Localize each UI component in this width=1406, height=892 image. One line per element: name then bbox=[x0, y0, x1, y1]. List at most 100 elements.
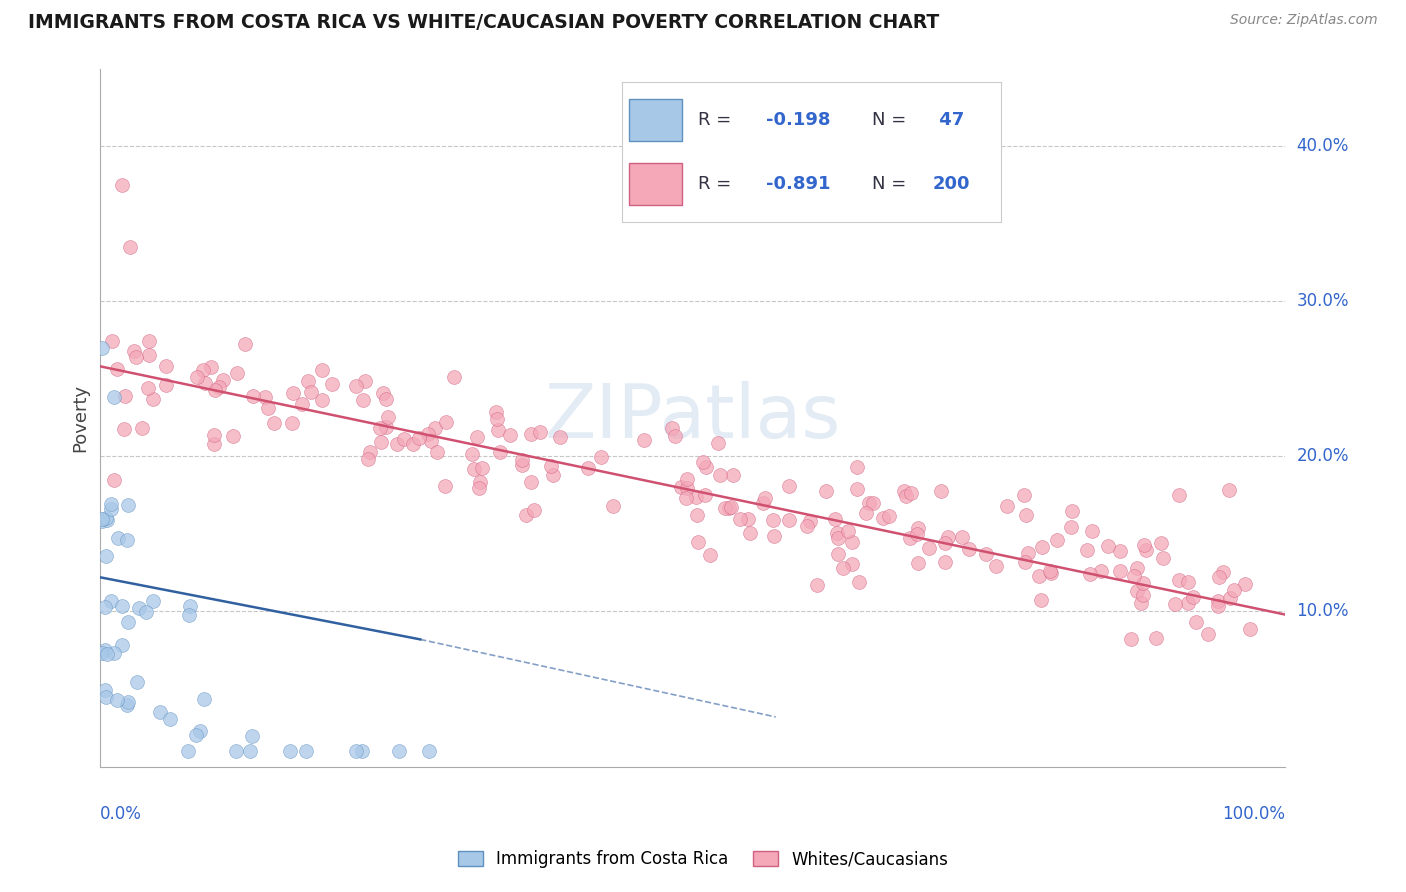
Point bbox=[602, 499, 624, 513]
Point bbox=[352, 744, 374, 758]
Point bbox=[707, 436, 730, 450]
Point bbox=[1152, 550, 1174, 565]
Point bbox=[984, 559, 1007, 574]
Point bbox=[1177, 596, 1199, 610]
Point bbox=[179, 599, 201, 613]
Point bbox=[1144, 631, 1167, 645]
Point bbox=[824, 511, 846, 525]
Point bbox=[721, 467, 744, 482]
Point bbox=[1014, 555, 1036, 569]
Point bbox=[142, 594, 165, 608]
Point bbox=[1167, 573, 1189, 587]
Point bbox=[709, 467, 731, 482]
Point bbox=[1123, 569, 1146, 583]
Point bbox=[693, 488, 716, 502]
Point bbox=[91, 341, 114, 355]
Point bbox=[426, 444, 449, 458]
Point bbox=[204, 427, 226, 442]
Point bbox=[468, 481, 491, 495]
Point bbox=[124, 343, 146, 358]
Point bbox=[193, 362, 215, 376]
Point bbox=[515, 508, 537, 522]
Point bbox=[796, 519, 818, 533]
Point bbox=[907, 556, 929, 570]
Text: ZIPatlas: ZIPatlas bbox=[544, 381, 841, 454]
Point bbox=[111, 638, 134, 652]
Point bbox=[995, 499, 1018, 513]
Point bbox=[1108, 564, 1130, 578]
Point bbox=[278, 744, 301, 758]
Point bbox=[242, 389, 264, 403]
Point bbox=[257, 401, 280, 416]
Point bbox=[90, 512, 112, 526]
Point bbox=[1212, 565, 1234, 579]
Point bbox=[1208, 570, 1230, 584]
Point bbox=[778, 479, 800, 493]
Point bbox=[436, 415, 458, 429]
Point bbox=[311, 392, 333, 407]
Point bbox=[468, 475, 491, 490]
Point bbox=[499, 428, 522, 442]
Point bbox=[862, 496, 884, 510]
Point bbox=[114, 389, 136, 403]
Point bbox=[846, 460, 869, 475]
Point bbox=[1031, 593, 1053, 607]
Point bbox=[117, 698, 139, 712]
Text: 10.0%: 10.0% bbox=[1296, 602, 1348, 621]
Point bbox=[461, 447, 484, 461]
Point bbox=[463, 462, 485, 476]
Point bbox=[699, 548, 721, 562]
Point bbox=[100, 594, 122, 608]
Point bbox=[669, 480, 692, 494]
Point bbox=[128, 601, 150, 615]
Point bbox=[827, 531, 849, 545]
Point bbox=[103, 390, 125, 404]
Point bbox=[117, 695, 139, 709]
Point bbox=[510, 458, 533, 473]
Point bbox=[371, 385, 394, 400]
Point bbox=[370, 434, 392, 449]
Point bbox=[352, 393, 374, 408]
Point bbox=[814, 483, 837, 498]
Point bbox=[1219, 591, 1241, 606]
Text: Source: ZipAtlas.com: Source: ZipAtlas.com bbox=[1230, 13, 1378, 28]
Point bbox=[124, 351, 146, 365]
Point bbox=[762, 512, 785, 526]
Point bbox=[675, 491, 697, 506]
Point bbox=[418, 744, 440, 758]
Point bbox=[94, 549, 117, 564]
Point bbox=[344, 744, 367, 758]
Point bbox=[1222, 582, 1244, 597]
Point bbox=[177, 744, 200, 758]
Point bbox=[115, 533, 138, 547]
Point bbox=[841, 535, 863, 549]
Point bbox=[434, 479, 457, 493]
Point bbox=[281, 416, 304, 430]
Point bbox=[100, 502, 122, 516]
Point bbox=[825, 526, 848, 541]
Point bbox=[443, 370, 465, 384]
Legend: Immigrants from Costa Rica, Whites/Caucasians: Immigrants from Costa Rica, Whites/Cauca… bbox=[451, 844, 955, 875]
Point bbox=[1014, 508, 1036, 523]
Point bbox=[737, 512, 759, 526]
Point bbox=[974, 547, 997, 561]
Point bbox=[96, 690, 118, 704]
Point bbox=[419, 434, 441, 449]
Point bbox=[103, 473, 125, 487]
Point bbox=[90, 646, 112, 660]
Point bbox=[1126, 561, 1149, 575]
Text: 20.0%: 20.0% bbox=[1296, 447, 1348, 466]
Point bbox=[1097, 539, 1119, 553]
Point bbox=[1060, 504, 1083, 518]
Point bbox=[1177, 575, 1199, 590]
Point bbox=[676, 472, 699, 486]
Point bbox=[344, 378, 367, 392]
Point bbox=[188, 724, 211, 739]
Point bbox=[370, 421, 392, 435]
Point bbox=[918, 541, 941, 555]
Point bbox=[1239, 623, 1261, 637]
Point bbox=[686, 508, 709, 523]
Point bbox=[374, 420, 396, 434]
Point bbox=[837, 524, 859, 539]
Point bbox=[225, 744, 247, 758]
